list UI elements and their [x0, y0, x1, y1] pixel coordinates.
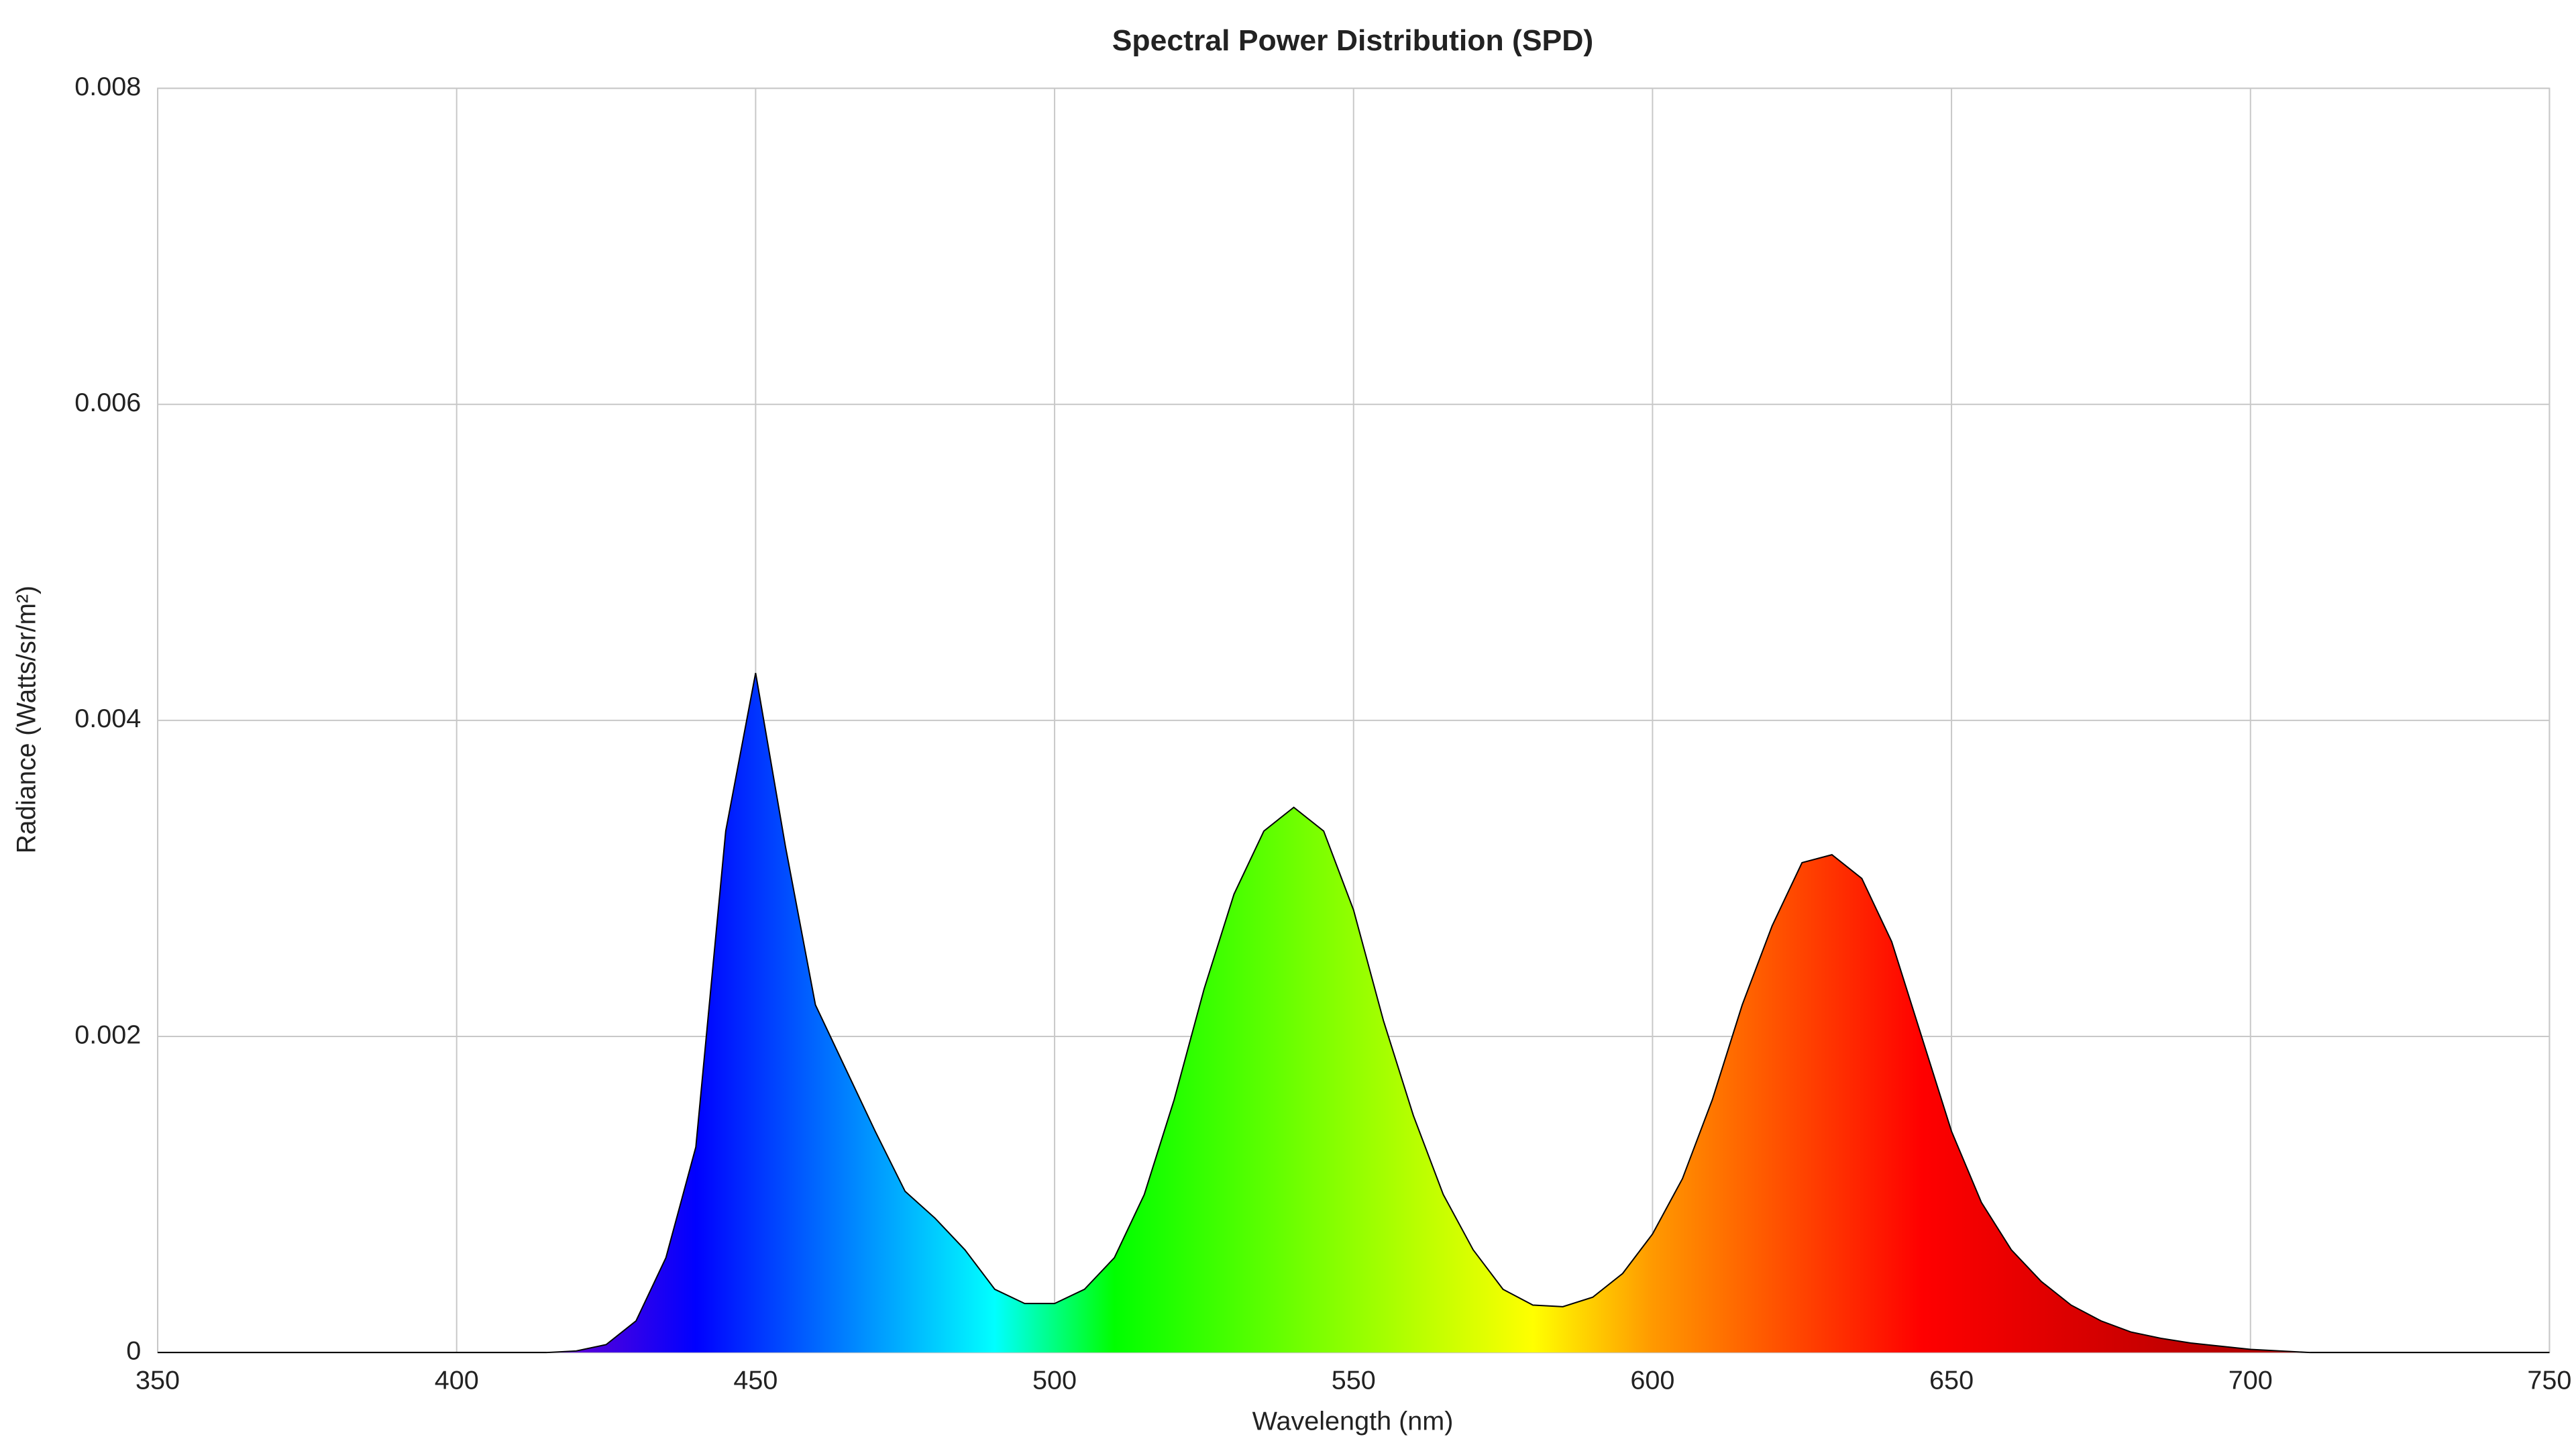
x-tick-label: 550	[1332, 1366, 1376, 1395]
y-axis-label: Radiance (Watts/sr/m²)	[11, 586, 41, 853]
x-tick-label: 750	[2527, 1366, 2571, 1395]
x-tick-label: 400	[435, 1366, 479, 1395]
spectrum-line	[158, 673, 2550, 1354]
y-tick-label: 0.002	[74, 1020, 141, 1050]
y-tick-label: 0.006	[74, 388, 141, 417]
x-tick-label: 350	[136, 1366, 180, 1395]
y-tick-label: 0.004	[74, 704, 141, 733]
y-tick-label: 0	[126, 1336, 141, 1366]
x-tick-label: 650	[1929, 1366, 1974, 1395]
y-tick-label: 0.008	[74, 72, 141, 101]
x-axis-label: Wavelength (nm)	[1252, 1407, 1454, 1436]
x-tick-label: 500	[1032, 1366, 1077, 1395]
x-tick-label: 450	[733, 1366, 777, 1395]
chart-title: Spectral Power Distribution (SPD)	[1112, 24, 1594, 57]
x-tick-label: 600	[1630, 1366, 1674, 1395]
spectrum-area	[158, 673, 2550, 1353]
x-tick-label: 700	[2229, 1366, 2273, 1395]
